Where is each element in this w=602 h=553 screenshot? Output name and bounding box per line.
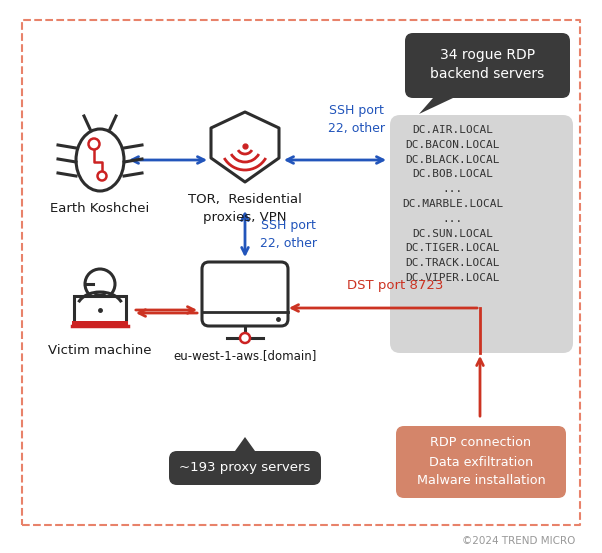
Circle shape [88, 138, 99, 149]
Circle shape [240, 333, 250, 343]
FancyArrowPatch shape [287, 156, 383, 163]
FancyBboxPatch shape [396, 426, 566, 498]
Circle shape [85, 269, 115, 299]
Text: RDP connection
Data exfiltration
Malware installation: RDP connection Data exfiltration Malware… [417, 436, 545, 488]
Bar [72, 321, 128, 326]
Polygon shape [211, 112, 279, 182]
FancyBboxPatch shape [390, 115, 573, 353]
FancyArrowPatch shape [136, 307, 194, 314]
FancyArrowPatch shape [139, 310, 197, 316]
Ellipse shape [76, 129, 124, 191]
Circle shape [98, 171, 107, 180]
FancyArrowPatch shape [292, 305, 477, 311]
Text: eu-west-1-aws.[domain]: eu-west-1-aws.[domain] [173, 349, 317, 363]
FancyArrowPatch shape [477, 359, 483, 416]
Text: DC.AIR.LOCAL
DC.BACON.LOCAL
DC.BLACK.LOCAL
DC.BOB.LOCAL
...
DC.MARBLE.LOCAL
...
: DC.AIR.LOCAL DC.BACON.LOCAL DC.BLACK.LOC… [402, 125, 503, 283]
Text: Victim machine: Victim machine [48, 343, 152, 357]
FancyArrowPatch shape [241, 214, 249, 254]
FancyBboxPatch shape [202, 262, 288, 326]
Polygon shape [235, 437, 255, 451]
Text: SSH port
22, other: SSH port 22, other [260, 220, 317, 251]
Text: DST port 8723: DST port 8723 [347, 279, 443, 291]
Text: Earth Koshchei: Earth Koshchei [51, 201, 150, 215]
Bar [74, 296, 126, 324]
FancyBboxPatch shape [405, 33, 570, 98]
Text: ©2024 TREND MICRO: ©2024 TREND MICRO [462, 536, 575, 546]
Text: SSH port
22, other: SSH port 22, other [328, 104, 385, 135]
Text: TOR,  Residential
proxies, VPN: TOR, Residential proxies, VPN [188, 192, 302, 223]
FancyBboxPatch shape [169, 451, 321, 485]
Text: ~193 proxy servers: ~193 proxy servers [179, 462, 311, 474]
Polygon shape [419, 98, 453, 114]
FancyArrowPatch shape [132, 156, 204, 163]
Text: 34 rogue RDP
backend servers: 34 rogue RDP backend servers [430, 48, 545, 81]
